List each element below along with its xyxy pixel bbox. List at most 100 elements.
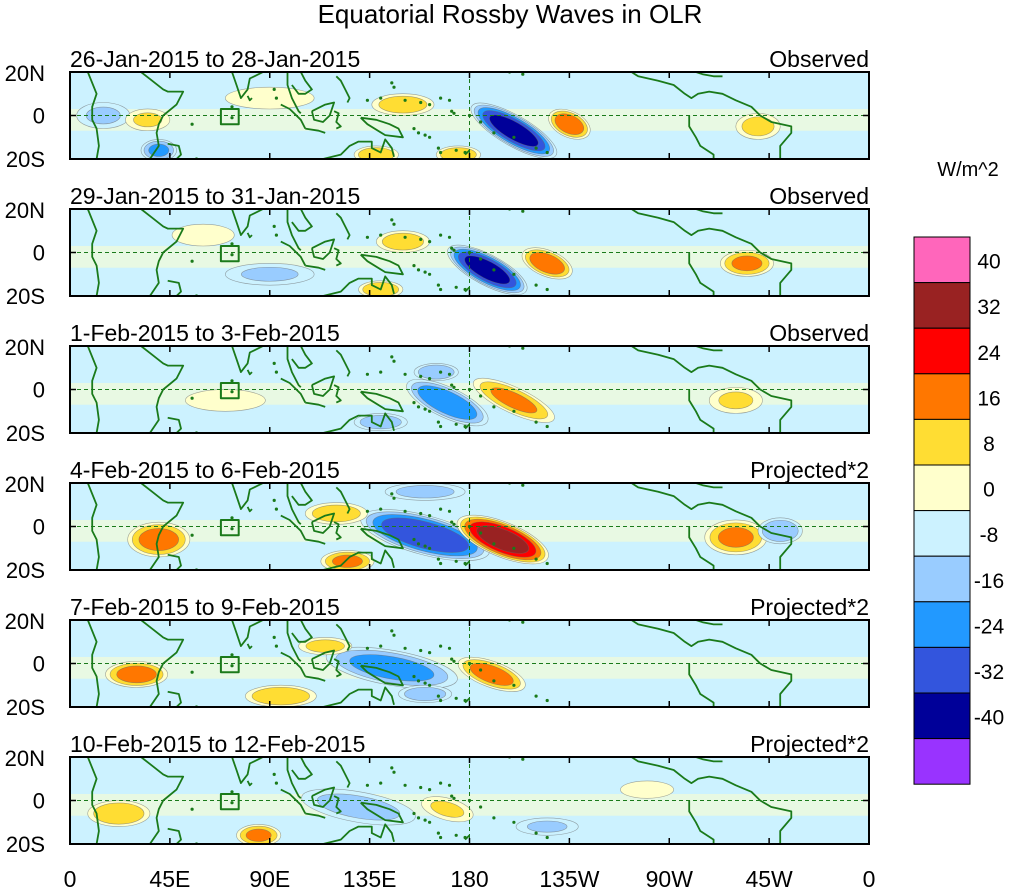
island (390, 766, 394, 770)
island (428, 409, 432, 413)
colorbar-box (913, 555, 971, 603)
island (492, 816, 496, 820)
coastline (360, 253, 404, 276)
coastline (631, 209, 793, 296)
anomaly-contour (476, 525, 530, 554)
zero-band (70, 108, 869, 131)
coastline (280, 377, 307, 404)
coastline (286, 209, 302, 251)
island (534, 557, 538, 561)
island (441, 436, 444, 439)
coastline (231, 757, 264, 784)
coastline (682, 483, 723, 489)
coastline (246, 506, 253, 513)
island (439, 424, 443, 429)
coastline (86, 72, 100, 159)
coastline (335, 760, 351, 788)
coastline (140, 620, 185, 707)
coastline (335, 486, 351, 514)
anomaly-contour (245, 828, 272, 842)
panel-date: 10-Feb-2015 to 12-Feb-2015 (70, 731, 365, 757)
colorbar-label: 16 (977, 387, 1000, 410)
island (479, 668, 483, 672)
x-tick-label: 180 (450, 866, 488, 890)
island (416, 542, 421, 546)
anomaly-contour (378, 95, 428, 114)
island (439, 644, 443, 648)
coastline (631, 72, 793, 159)
island (390, 355, 394, 359)
island (447, 98, 452, 102)
coastline (86, 346, 100, 433)
y-tick-label: 0 (33, 515, 45, 540)
island (452, 248, 456, 252)
island (403, 372, 407, 376)
anomaly (325, 646, 458, 689)
anomaly-contour (620, 780, 674, 799)
coastline (335, 75, 351, 103)
island (512, 409, 516, 413)
coastline (333, 247, 342, 267)
coastline (280, 651, 307, 677)
coastline (335, 349, 351, 377)
island (423, 544, 427, 548)
y-tick-label: 0 (33, 104, 45, 129)
coastline (246, 95, 253, 102)
island (439, 507, 443, 511)
island (390, 81, 394, 85)
island (450, 109, 454, 113)
island (423, 681, 427, 685)
coastline (291, 620, 313, 643)
panel-date: 1-Feb-2015 to 3-Feb-2015 (70, 320, 340, 346)
coastline (333, 384, 342, 404)
island (447, 646, 452, 650)
y-tick-label: 20S (6, 832, 45, 857)
index-box (219, 793, 240, 811)
island (230, 105, 234, 109)
island (454, 833, 458, 837)
anomaly-contour (311, 504, 361, 523)
index-box (219, 108, 240, 126)
anomaly (185, 389, 266, 412)
island (441, 299, 444, 302)
island (379, 507, 383, 511)
island (454, 285, 458, 289)
x-tick-label: 45W (745, 866, 793, 890)
island (365, 783, 369, 787)
coastline (140, 346, 185, 433)
coastline (291, 483, 313, 506)
coastline (246, 369, 253, 376)
island (274, 507, 278, 511)
coastline (291, 209, 313, 232)
island (454, 696, 458, 700)
island (436, 146, 440, 150)
island (190, 396, 194, 400)
anomaly (406, 378, 489, 427)
island (454, 422, 458, 426)
island (412, 537, 416, 542)
colorbar-box (913, 601, 971, 648)
zero-band (70, 793, 869, 816)
anomaly (720, 250, 774, 277)
island (463, 561, 467, 566)
island (439, 150, 443, 155)
island (447, 235, 452, 239)
anomaly (225, 86, 315, 110)
island (230, 801, 234, 805)
island (428, 546, 432, 550)
anomaly-contour (332, 554, 363, 568)
island (428, 683, 432, 687)
island (450, 794, 454, 798)
anomaly (456, 514, 549, 565)
coastline (246, 232, 253, 239)
coastline (286, 757, 302, 799)
anomaly-contour (395, 485, 455, 499)
anomaly (353, 413, 408, 432)
coastline (360, 801, 404, 824)
island (545, 698, 549, 703)
island (521, 757, 525, 761)
island (272, 498, 276, 502)
x-tick-label: 90E (249, 866, 290, 890)
anomaly (447, 244, 528, 295)
island (436, 420, 440, 424)
